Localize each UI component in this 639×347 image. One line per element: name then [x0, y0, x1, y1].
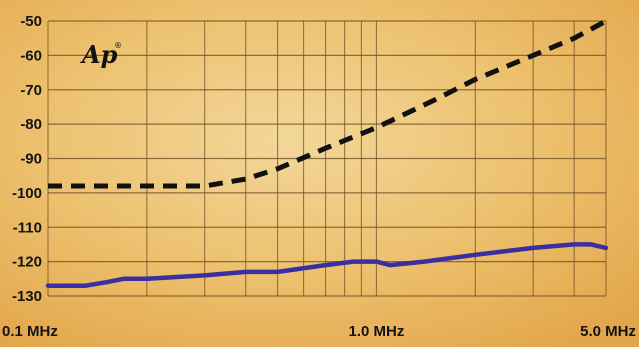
y-tick-label: -130	[12, 288, 42, 305]
x-tick-labels: 0.1 MHz 1.0 MHz 5.0 MHz	[2, 323, 636, 340]
y-tick-label: -110	[13, 219, 42, 236]
logo-text: Ap	[80, 40, 118, 69]
x-tick-label: 1.0 MHz	[349, 323, 405, 340]
y-tick-label: -90	[20, 151, 42, 168]
y-tick-label: -60	[20, 47, 42, 64]
y-tick-label: -120	[12, 254, 42, 271]
y-tick-label: -100	[12, 185, 42, 202]
dashed-series-line	[48, 18, 608, 189]
y-tick-label: -50	[20, 13, 42, 30]
y-tick-label: -80	[20, 116, 42, 133]
x-tick-label: 5.0 MHz	[580, 323, 636, 340]
logo: Ap ®	[80, 40, 122, 69]
y-tick-labels: -50 -60 -70 -80 -90 -100 -110 -120 -130	[12, 13, 42, 305]
logo-registered-mark: ®	[114, 41, 122, 50]
y-tick-label: -70	[20, 82, 42, 99]
series-layer	[45, 18, 609, 288]
solid-series-line	[45, 242, 609, 288]
x-tick-label: 0.1 MHz	[2, 323, 58, 340]
